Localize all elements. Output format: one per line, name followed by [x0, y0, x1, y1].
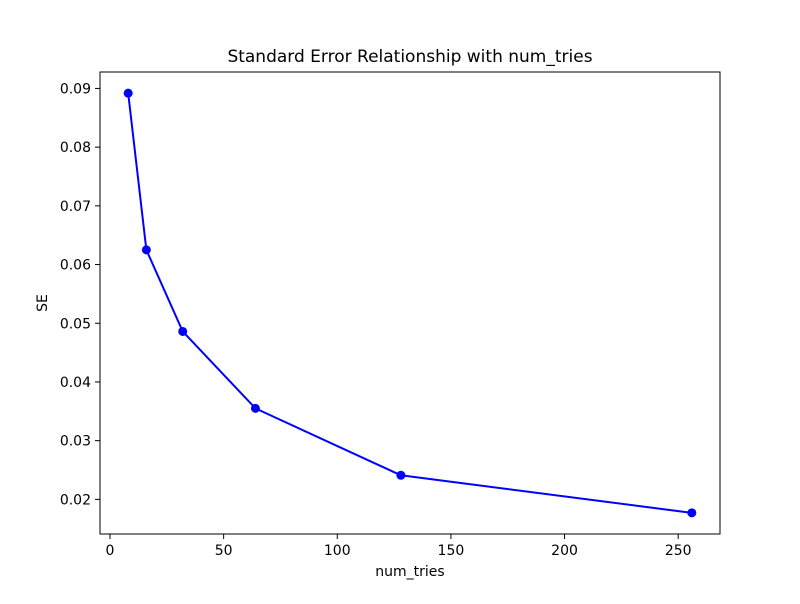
y-axis-ticks: 0.02 0.03 0.04 0.05 0.06 0.07 0.08 0.09: [60, 81, 100, 508]
plot-area: [99, 71, 721, 535]
y-tick-label: 0.04: [60, 375, 91, 391]
data-point-marker: [396, 470, 406, 480]
y-tick-label: 0.08: [60, 140, 91, 156]
y-tick-label: 0.09: [60, 81, 91, 97]
data-point-marker: [250, 403, 260, 413]
y-axis-label: SE: [35, 294, 51, 312]
x-tick-label: 200: [551, 543, 578, 559]
data-point-marker: [687, 508, 697, 518]
data-point-marker: [141, 245, 151, 255]
x-tick-label: 150: [438, 543, 465, 559]
y-tick-label: 0.05: [60, 316, 91, 332]
x-tick-label: 100: [324, 543, 351, 559]
data-series: [123, 88, 697, 518]
y-tick-label: 0.03: [60, 434, 91, 450]
x-tick-label: 0: [106, 543, 115, 559]
data-line: [127, 92, 693, 514]
x-tick-label: 50: [215, 543, 233, 559]
x-axis-label: num_tries: [375, 564, 444, 580]
y-tick-label: 0.06: [60, 258, 91, 274]
x-tick-label: 250: [665, 543, 692, 559]
chart-title: Standard Error Relationship with num_tri…: [227, 47, 592, 67]
data-point-marker: [178, 326, 188, 336]
y-tick-label: 0.07: [60, 199, 91, 215]
y-tick-label: 0.02: [60, 492, 91, 508]
x-axis-ticks: 0 50 100 150 200 250: [106, 534, 692, 559]
data-point-marker: [123, 88, 133, 98]
